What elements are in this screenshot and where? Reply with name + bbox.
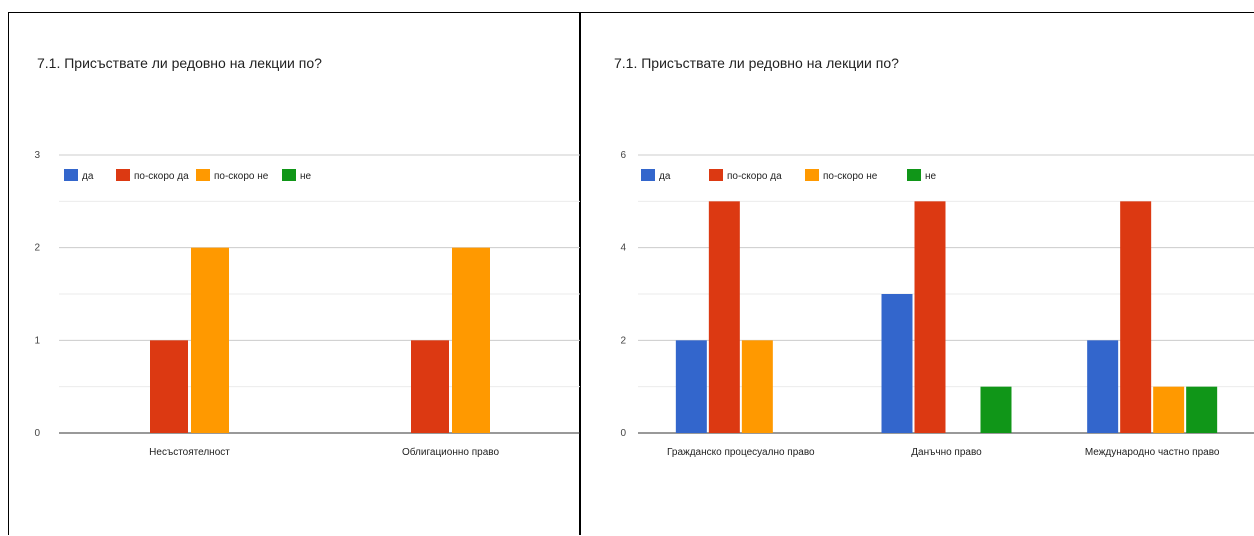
- chart-1-y-tick-label: 1: [34, 335, 40, 346]
- chart-2-legend-swatch: [641, 169, 655, 181]
- chart-2-x-category-label: Данъчно право: [911, 447, 982, 458]
- chart-1-legend-label: по-скоро не: [214, 171, 269, 182]
- chart-1-legend-swatch: [116, 169, 130, 181]
- chart-1-y-tick-label: 2: [34, 243, 40, 254]
- chart-1-legend-label: да: [82, 171, 94, 182]
- chart-1-legend-label: по-скоро да: [134, 171, 189, 182]
- chart-2-x-category-label: Гражданско процесуално право: [667, 447, 815, 458]
- chart-right: 7.1. Присъствате ли редовно на лекции по…: [614, 55, 1254, 458]
- chart-2-legend-label: не: [925, 171, 937, 182]
- chart-1-bar: [150, 340, 188, 433]
- chart-2-bar: [708, 201, 740, 433]
- chart-1-x-category-label: Облигационно право: [402, 446, 499, 458]
- chart-2-bar: [1120, 201, 1152, 433]
- chart-2-legend-label: по-скоро да: [727, 171, 782, 182]
- chart-left: 7.1. Присъствате ли редовно на лекции по…: [34, 55, 581, 458]
- chart-2-legend-label: да: [659, 171, 671, 182]
- chart-1-title: 7.1. Присъствате ли редовно на лекции по…: [37, 55, 322, 71]
- chart-2-legend-swatch: [709, 169, 723, 181]
- chart-1-y-tick-label: 0: [34, 428, 40, 439]
- chart-2-y-tick-label: 0: [620, 428, 626, 439]
- chart-2-x-category-label: Международно частно право: [1085, 447, 1220, 458]
- chart-1-y-tick-label: 3: [34, 150, 40, 161]
- chart-2-bar: [1087, 340, 1119, 433]
- chart-2-bar: [881, 294, 913, 433]
- chart-1-bar: [452, 247, 490, 433]
- chart-1-legend-swatch: [64, 169, 78, 181]
- chart-2-y-tick-label: 2: [620, 335, 626, 346]
- chart-1-legend-swatch: [196, 169, 210, 181]
- chart-2-bar: [1186, 386, 1218, 433]
- chart-2-y-tick-label: 4: [620, 243, 626, 254]
- chart-1-x-category-label: Несъстоятелност: [149, 447, 230, 458]
- chart-2-bar: [980, 386, 1012, 433]
- chart-2-title: 7.1. Присъствате ли редовно на лекции по…: [614, 55, 899, 71]
- chart-panel-left: 7.1. Присъствате ли редовно на лекции по…: [8, 12, 581, 535]
- chart-2-bar: [675, 340, 707, 433]
- chart-2-legend-label: по-скоро не: [823, 171, 878, 182]
- chart-1-legend-label: не: [300, 171, 312, 182]
- chart-2-bar: [741, 340, 773, 433]
- chart-2-bar: [1153, 386, 1185, 433]
- chart-panel-right: 7.1. Присъствате ли редовно на лекции по…: [580, 12, 1254, 535]
- chart-1-legend-swatch: [282, 169, 296, 181]
- chart-1-bar: [191, 247, 229, 433]
- chart-2-bar: [914, 201, 946, 433]
- chart-1-bar: [411, 340, 449, 433]
- chart-2-legend-swatch: [907, 169, 921, 181]
- chart-2-y-tick-label: 6: [620, 150, 626, 161]
- chart-2-legend-swatch: [805, 169, 819, 181]
